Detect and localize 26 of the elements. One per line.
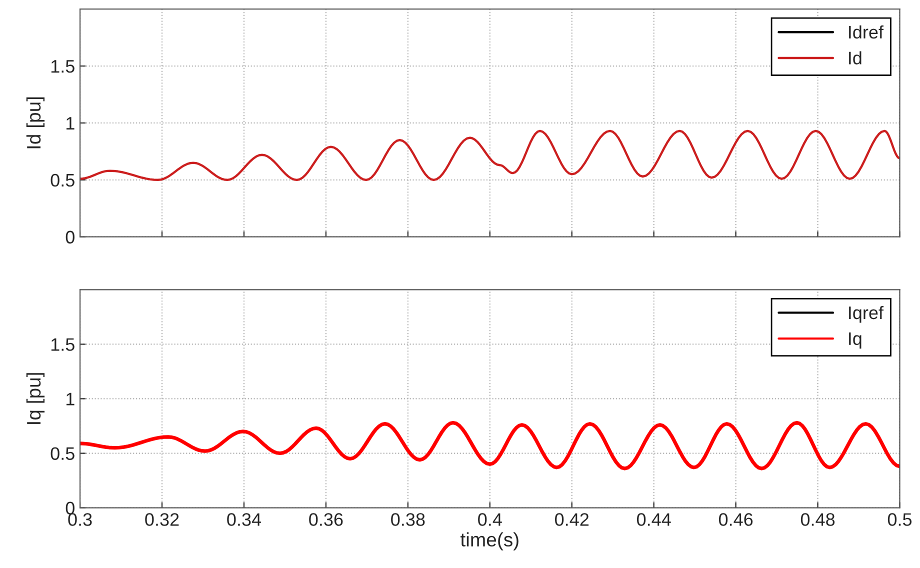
y-axis-title: Id [pu]: [26, 97, 45, 148]
y-tick-label: 0: [66, 502, 74, 515]
legend-label: Id: [849, 51, 862, 64]
y-tick-label: 0.5: [50, 174, 74, 187]
x-tick-label: 0.32: [145, 513, 179, 526]
y-tick-label: 1.5: [51, 338, 74, 351]
y-tick-label: 0.5: [50, 447, 74, 460]
x-tick-label: 0.38: [391, 513, 425, 526]
x-tick-label: 0.36: [309, 513, 343, 526]
x-axis-title: time(s): [460, 532, 518, 550]
x-tick-label: 0.4: [478, 513, 502, 526]
x-tick-label: 0.3: [68, 513, 92, 526]
y-tick-label: 1: [66, 392, 74, 406]
x-tick-label: 0.46: [718, 513, 753, 526]
x-tick-label: 0.5: [888, 513, 912, 526]
y-axis-title: Iq [pu]: [26, 373, 45, 424]
y-tick-label: 1.5: [51, 60, 74, 73]
y-tick-label: 0: [66, 230, 74, 244]
x-tick-label: 0.44: [636, 513, 671, 526]
y-tick-label: 1: [66, 117, 74, 130]
legend-label: Iqref: [849, 306, 884, 323]
legend-label: Iq: [849, 332, 862, 349]
x-tick-label: 0.34: [227, 513, 262, 526]
x-tick-label: 0.42: [555, 513, 589, 526]
legend-label: Idref: [849, 25, 884, 39]
x-tick-label: 0.48: [800, 513, 835, 526]
